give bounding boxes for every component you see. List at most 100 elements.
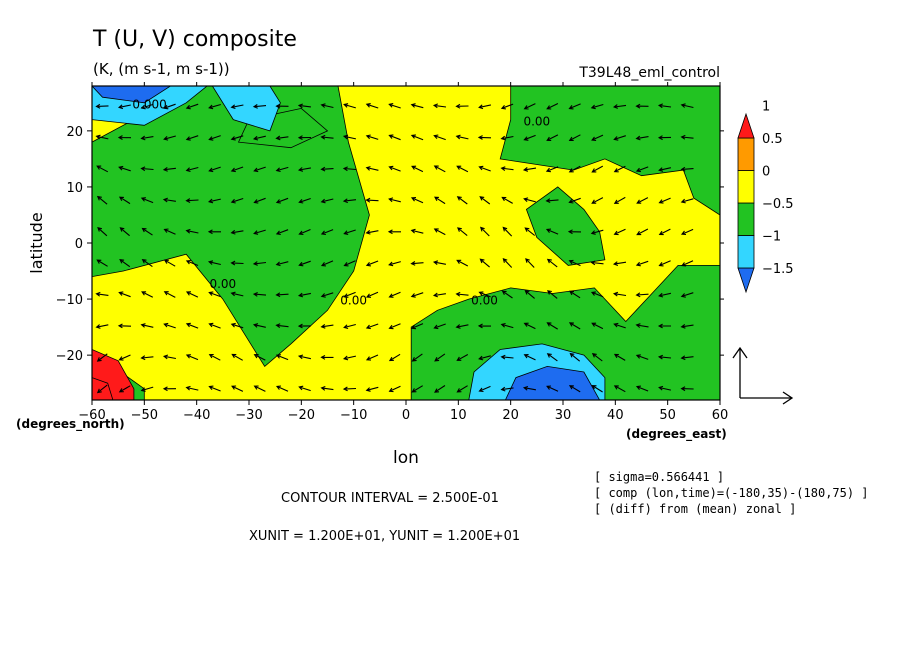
wind-vector-265 — [590, 103, 604, 110]
wind-vector-182 — [545, 198, 559, 204]
wind-vector-189 — [96, 165, 109, 173]
wind-vector-173 — [342, 198, 357, 204]
wind-vector-185 — [613, 196, 626, 204]
wind-vector-247 — [185, 103, 199, 110]
wind-vector-260 — [478, 104, 492, 110]
wind-vector-197 — [275, 166, 289, 173]
wind-vector-60 — [230, 322, 244, 329]
wind-vector-43 — [456, 354, 469, 361]
wind-vector-192 — [162, 166, 176, 172]
wind-vector-215 — [680, 166, 694, 172]
wind-vector-52 — [657, 354, 672, 360]
wind-vector-256 — [388, 103, 401, 109]
wind-vector-29 — [140, 355, 154, 361]
wind-vector-150 — [433, 228, 446, 236]
wind-vector-163 — [118, 196, 131, 205]
wind-vector-157 — [590, 229, 604, 235]
wind-vector-46 — [523, 354, 536, 361]
wind-vector-142 — [253, 229, 266, 235]
contour-label-4: 0.00 — [471, 294, 498, 308]
wind-vector-66 — [365, 323, 379, 330]
wind-vector-55 — [117, 323, 132, 329]
wind-vector-232 — [455, 134, 469, 140]
wind-vector-242 — [680, 134, 694, 140]
wind-vector-18 — [500, 386, 514, 392]
axes: −60 −50 −40 −30 −20 −10 0 10 20 30 40 50 60 −20 −10 0 10… — [56, 82, 728, 423]
wind-vector-137 — [141, 227, 153, 236]
colorbar-segment-2 — [737, 202, 755, 236]
wind-vector-155 — [545, 228, 559, 235]
wind-vector-42 — [434, 353, 446, 362]
wind-vector-246 — [163, 103, 176, 110]
wind-vector-168 — [230, 197, 244, 204]
wind-vector-77 — [613, 322, 626, 329]
plot-area: 0.000 0.00 0.00 0.00 0.00 −60 −50 −40 −30 −20 −10… — [56, 82, 728, 423]
wind-vector-22 — [591, 385, 603, 393]
wind-vector-102 — [569, 290, 581, 299]
wind-vector-82 — [118, 291, 131, 298]
wind-vector-68 — [410, 323, 424, 330]
wind-vector-199 — [320, 166, 334, 172]
wind-vector-100 — [524, 289, 535, 299]
wind-vector-223 — [252, 135, 266, 141]
wind-vector-76 — [591, 322, 604, 330]
contour-label-3: 0.00 — [340, 294, 367, 308]
wind-vector-7 — [253, 385, 266, 392]
wind-vector-23 — [613, 385, 626, 393]
wind-vector-21 — [568, 385, 581, 393]
wind-vector-91 — [320, 292, 334, 298]
annotation-diff: [ (diff) from (mean) zonal ] — [594, 502, 796, 516]
colorbar-segment-1 — [737, 235, 755, 269]
wind-vector-122 — [410, 261, 424, 266]
wind-vector-151 — [457, 227, 468, 237]
wind-vector-115 — [252, 261, 267, 266]
wind-vector-206 — [478, 165, 491, 172]
wind-vector-196 — [253, 166, 266, 173]
wind-vector-213 — [635, 166, 649, 173]
wind-vector-90 — [297, 292, 312, 298]
wind-vector-4 — [185, 385, 199, 391]
wind-vector-130 — [590, 260, 604, 266]
wind-vector-97 — [455, 291, 469, 297]
wind-vector-172 — [320, 198, 334, 204]
x-tick-label-10: 40 — [607, 408, 624, 423]
wind-vector-87 — [230, 291, 244, 297]
wind-vector-8 — [275, 385, 289, 392]
wind-vector-44 — [478, 355, 491, 361]
wind-vector-112 — [185, 259, 199, 267]
wind-vector-221 — [208, 135, 221, 141]
wind-vector-170 — [275, 197, 289, 204]
wind-vector-200 — [342, 166, 357, 172]
wind-vector-63 — [297, 323, 312, 329]
wind-vector-263 — [546, 103, 559, 110]
wind-vector-154 — [524, 227, 536, 236]
wind-vector-20 — [546, 385, 559, 392]
wind-vector-88 — [252, 291, 267, 297]
wind-vector-64 — [320, 323, 334, 329]
wind-vector-202 — [388, 165, 401, 172]
wind-vector-147 — [365, 229, 379, 235]
wind-vector-0 — [96, 384, 108, 394]
colorbar-arrow-max — [737, 112, 755, 139]
wind-vector-40 — [388, 353, 401, 362]
wind-vector-228 — [365, 134, 379, 140]
wind-vector-171 — [298, 197, 311, 204]
colorbar-segment-4 — [737, 137, 755, 171]
y-unit-note: (degrees_north) — [16, 417, 125, 432]
wind-vector-58 — [185, 322, 199, 329]
wind-vector-13 — [388, 385, 401, 393]
wind-vector-164 — [140, 197, 154, 204]
wind-vector-45 — [500, 354, 514, 360]
wind-vector-26 — [680, 386, 694, 392]
wind-vector-227 — [342, 134, 357, 140]
wind-vector-188 — [680, 198, 694, 204]
wind-vector-98 — [478, 291, 491, 298]
wind-vector-107 — [680, 292, 694, 298]
wind-vector-209 — [545, 166, 559, 173]
wind-vector-201 — [365, 166, 379, 171]
wind-vector-38 — [342, 355, 357, 361]
wind-vector-56 — [140, 323, 154, 328]
wind-vector-224 — [275, 135, 289, 141]
contour-label-2: 0.00 — [209, 277, 236, 291]
wind-vector-34 — [253, 353, 266, 361]
